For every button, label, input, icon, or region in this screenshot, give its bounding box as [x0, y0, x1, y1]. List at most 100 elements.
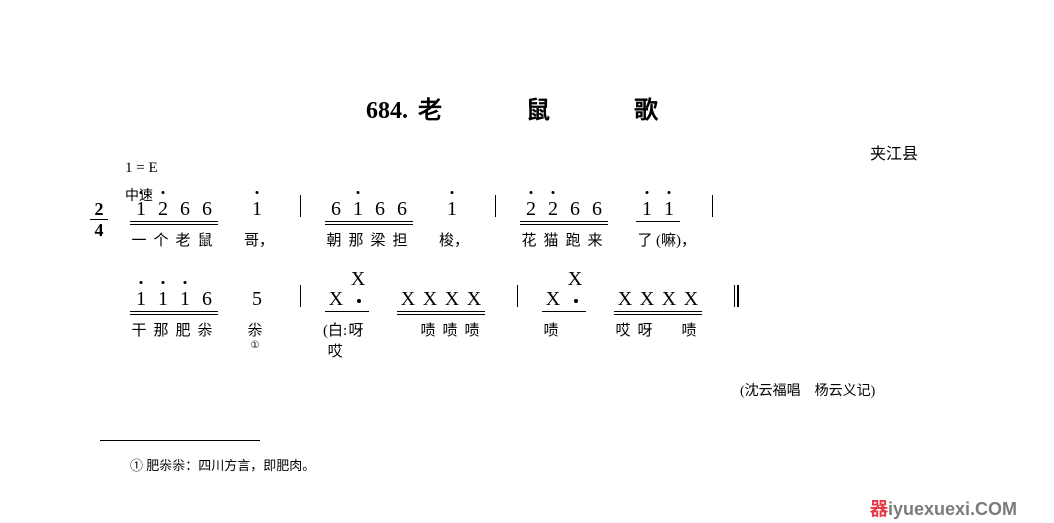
note: X — [614, 289, 636, 309]
note: X — [680, 289, 702, 309]
footnote: ① 肥尜尜：四川方言，即肥肉。 — [130, 455, 315, 474]
note-glyph: 1 — [246, 199, 268, 219]
note: X — [463, 289, 485, 309]
lyric-syllable: 老 — [172, 229, 194, 250]
note-glyph: X — [636, 289, 658, 309]
note-glyph: 6 — [391, 199, 413, 219]
watermark-rest: iyuexuexi — [888, 499, 970, 519]
note-glyph: X — [680, 289, 702, 309]
note-glyph: 6 — [196, 199, 218, 219]
note: X — [542, 289, 564, 309]
lyric-syllable: 朝 — [323, 229, 345, 250]
note: 6 — [325, 199, 347, 219]
beat-group: 1 — [246, 199, 268, 219]
key-signature: 1 = E — [125, 160, 158, 177]
beam-line — [614, 314, 702, 315]
barline — [517, 285, 518, 307]
beat-group: XX — [325, 269, 369, 309]
note: X — [325, 289, 347, 309]
note-glyph: X — [463, 289, 485, 309]
note: 2 — [520, 199, 542, 219]
duration-dot — [574, 299, 578, 303]
note-glyph: 5 — [246, 289, 268, 309]
title-text: 老 鼠 歌 — [418, 98, 688, 124]
beam-line — [325, 221, 413, 222]
beam-line — [130, 311, 218, 312]
lyric-syllable: 啧 — [417, 319, 439, 340]
lyric-syllable: 梁 — [367, 229, 389, 250]
octave-dot — [140, 281, 143, 284]
watermark: 器iyuexuexi.COM — [870, 495, 1017, 521]
note-glyph: X — [397, 289, 419, 309]
note: 2 — [152, 199, 174, 219]
note-glyph: 1 — [174, 289, 196, 309]
note: 6 — [196, 289, 218, 309]
barline — [300, 195, 301, 217]
lyric-syllable: 尜① — [244, 319, 266, 359]
beat-group: 11 — [636, 199, 680, 219]
note-glyph: 6 — [325, 199, 347, 219]
barline — [712, 195, 713, 217]
lyric-syllable: 一 — [128, 229, 150, 250]
lyric-syllable: 了 — [634, 229, 656, 250]
beat-group: 5 — [246, 289, 268, 309]
note-glyph: 1 — [152, 289, 174, 309]
lyric-syllable: 梭， — [439, 229, 469, 250]
lyric-syllable: 哎 — [612, 319, 634, 340]
note-glyph: 2 — [520, 199, 542, 219]
barline — [495, 195, 496, 217]
octave-dot — [357, 191, 360, 194]
note-glyph: X — [347, 269, 369, 289]
note: 1 — [441, 199, 463, 219]
note-glyph: 2 — [152, 199, 174, 219]
sheet-music-page: 684.老 鼠 歌 夹江县 1 = E 中速 2 4 1266161661226… — [0, 0, 1054, 523]
beat-group: XXXX — [397, 289, 485, 309]
beat-group: XX — [542, 269, 586, 309]
note-glyph: X — [542, 289, 564, 309]
note-glyph: 1 — [658, 199, 680, 219]
lyric-syllable: (嘛)， — [656, 229, 696, 250]
note-glyph: 6 — [586, 199, 608, 219]
lyric-syllable: 呀 — [634, 319, 656, 340]
note: X — [658, 289, 680, 309]
lyric-syllable: 猫 — [540, 229, 562, 250]
note: X — [636, 289, 658, 309]
barline — [300, 285, 301, 307]
lyric-syllable: 花 — [518, 229, 540, 250]
beam-line — [325, 311, 369, 312]
note-glyph: 1 — [636, 199, 658, 219]
lyric-syllable: 那 — [345, 229, 367, 250]
note: 1 — [174, 289, 196, 309]
beam-line — [397, 311, 485, 312]
octave-dot — [256, 191, 259, 194]
note-glyph: X — [564, 269, 586, 289]
beat-group: XXXX — [614, 289, 702, 309]
note: 6 — [391, 199, 413, 219]
octave-dot — [184, 281, 187, 284]
lyric-syllable: 来 — [584, 229, 606, 250]
beam-line — [614, 311, 702, 312]
note-glyph: 1 — [347, 199, 369, 219]
note: X — [347, 269, 369, 309]
ts-denominator: 4 — [90, 221, 108, 239]
note: X — [419, 289, 441, 309]
lyric-syllable: 干 — [128, 319, 150, 340]
note-glyph: X — [658, 289, 680, 309]
octave-dot — [646, 191, 649, 194]
note: X — [397, 289, 419, 309]
beam-line — [325, 224, 413, 225]
note: 1 — [130, 199, 152, 219]
lyric-syllable: 跑 — [562, 229, 584, 250]
footnote-marker: ① — [130, 458, 143, 473]
beam-line — [130, 314, 218, 315]
beam-line — [520, 221, 608, 222]
note: 1 — [347, 199, 369, 219]
note-glyph: X — [325, 289, 347, 309]
note-glyph: X — [441, 289, 463, 309]
note: 5 — [246, 289, 268, 309]
note-glyph: 2 — [542, 199, 564, 219]
duration-dot — [357, 299, 361, 303]
note: 1 — [152, 289, 174, 309]
note-glyph: 6 — [174, 199, 196, 219]
beam-line — [130, 224, 218, 225]
